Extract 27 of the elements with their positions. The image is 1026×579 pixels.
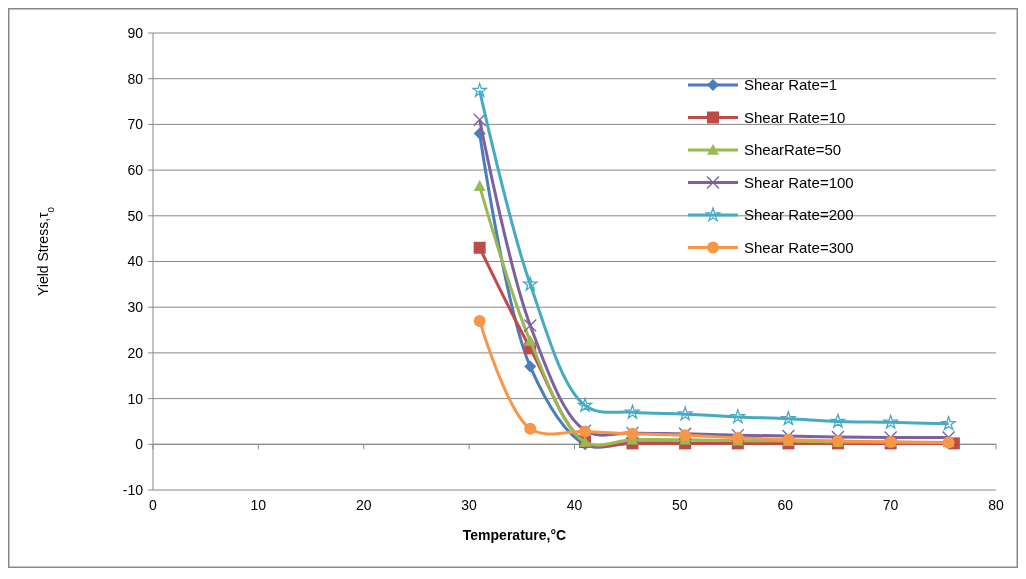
y-tick-label: 20: [127, 344, 144, 361]
y-tick-label: 50: [127, 207, 144, 224]
legend-label: Shear Rate=100: [744, 173, 854, 191]
x-tick-label: 20: [355, 497, 372, 513]
y-tick-label: 80: [127, 70, 144, 87]
x-tick-label: 40: [566, 497, 583, 513]
y-tick-label: 70: [127, 116, 144, 133]
x-tick-label: 50: [672, 497, 688, 513]
x-tick-label: 10: [250, 497, 267, 513]
legend-label: Shear Rate=10: [744, 108, 846, 126]
legend-label: Shear Rate=300: [744, 238, 854, 256]
x-axis-title: Temperature,°C: [462, 527, 567, 543]
y-tick-label: 90: [127, 24, 144, 41]
legend-label: ShearRate=50: [744, 141, 842, 159]
y-tick-label: 10: [127, 390, 144, 407]
x-tick-label: 70: [882, 497, 899, 513]
y-tick-label: 30: [127, 299, 144, 316]
legend-label: Shear Rate=200: [744, 206, 854, 224]
y-tick-label: 60: [127, 162, 144, 178]
x-tick-label: 0: [149, 497, 158, 513]
y-tick-label: 0: [135, 436, 144, 453]
x-tick-label: 80: [988, 497, 1004, 513]
y-tick-label: 40: [127, 253, 144, 270]
x-tick-label: 30: [461, 497, 478, 513]
y-tick-label: -10: [122, 481, 144, 498]
x-tick-label: 60: [777, 497, 794, 513]
legend-label: Shear Rate=1: [744, 76, 837, 94]
